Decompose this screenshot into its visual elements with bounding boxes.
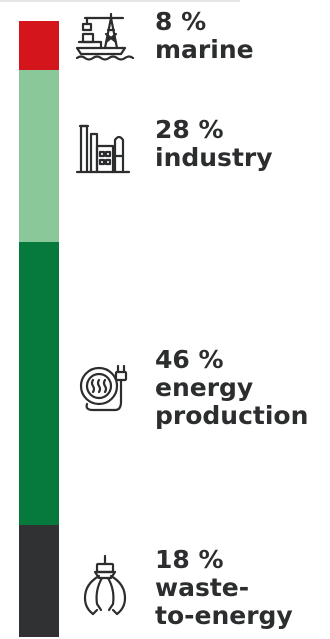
category-label-energy-production: energy production (155, 373, 309, 430)
offshore-platform-icon (75, 10, 135, 62)
bar-segment-waste-to-energy (19, 525, 59, 637)
power-plug-coil-icon (75, 358, 135, 418)
value-label-energy-production: 46 % (155, 345, 224, 374)
value-label-marine: 8 % (155, 7, 207, 36)
value-label-waste-to-energy: 18 % (155, 545, 224, 574)
stacked-bar (19, 21, 59, 637)
value-label-industry: 28 % (155, 115, 224, 144)
bar-segment-energy-production (19, 242, 59, 525)
category-label-waste-to-energy: waste- to-energy (155, 573, 293, 630)
bar-segment-industry (19, 70, 59, 242)
category-label-industry: industry (155, 143, 273, 172)
top-divider (0, 0, 240, 2)
grab-claw-icon (75, 554, 135, 620)
category-label-marine: marine (155, 35, 254, 64)
factory-icon (75, 116, 135, 174)
bar-segment-marine (19, 21, 59, 70)
